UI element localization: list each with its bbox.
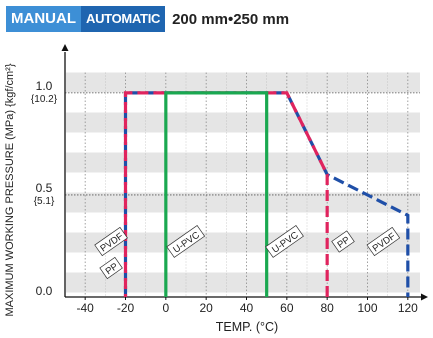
manual-badge: MANUAL — [6, 6, 81, 32]
x-tick-label: 20 — [199, 301, 213, 315]
series-label-box — [99, 256, 123, 280]
series-label-box — [265, 225, 304, 258]
y-tick-label: 0.0 — [36, 284, 53, 298]
x-tick-label: 40 — [240, 301, 254, 315]
x-tick-label: -40 — [76, 301, 94, 315]
chart-header: MANUAL AUTOMATIC 200 mm•250 mm — [6, 6, 289, 32]
x-tick-label: 60 — [280, 301, 294, 315]
series-label-box — [331, 230, 355, 253]
y-tick-sublabel: {10.2} — [31, 94, 58, 105]
automatic-badge: AUTOMATIC — [81, 6, 166, 32]
x-tick-label: 80 — [320, 301, 334, 315]
y-axis-arrow — [61, 44, 69, 51]
x-tick-label: 120 — [398, 301, 418, 315]
size-range-label: 200 mm•250 mm — [172, 10, 290, 28]
y-tick-sublabel: {5.1} — [34, 196, 55, 207]
x-axis-arrow — [421, 293, 428, 301]
background-band — [66, 272, 420, 293]
series-lines — [123, 91, 410, 297]
series-line-pp — [123, 91, 329, 297]
background-band — [66, 152, 420, 173]
background-band — [66, 232, 420, 253]
background-band — [66, 112, 420, 133]
background-band — [66, 192, 420, 213]
x-tick-label: 0 — [162, 301, 169, 315]
series-label-box — [94, 226, 128, 257]
series-label-box — [366, 226, 401, 257]
y-axis-label: MAXIMUM WORKING PRESSURE (MPa) {kgf/cm²} — [4, 63, 16, 316]
y-tick-label: 0.5 — [36, 181, 53, 195]
series-label-box — [166, 225, 206, 258]
y-tick-label: 1.0 — [36, 79, 53, 93]
x-axis-label: TEMP. (°C) — [216, 320, 278, 334]
x-tick-label: -20 — [117, 301, 135, 315]
background-band — [66, 72, 420, 93]
x-tick-label: 100 — [357, 301, 377, 315]
series-line-u-pvc — [164, 91, 269, 297]
background-bands — [66, 72, 420, 293]
